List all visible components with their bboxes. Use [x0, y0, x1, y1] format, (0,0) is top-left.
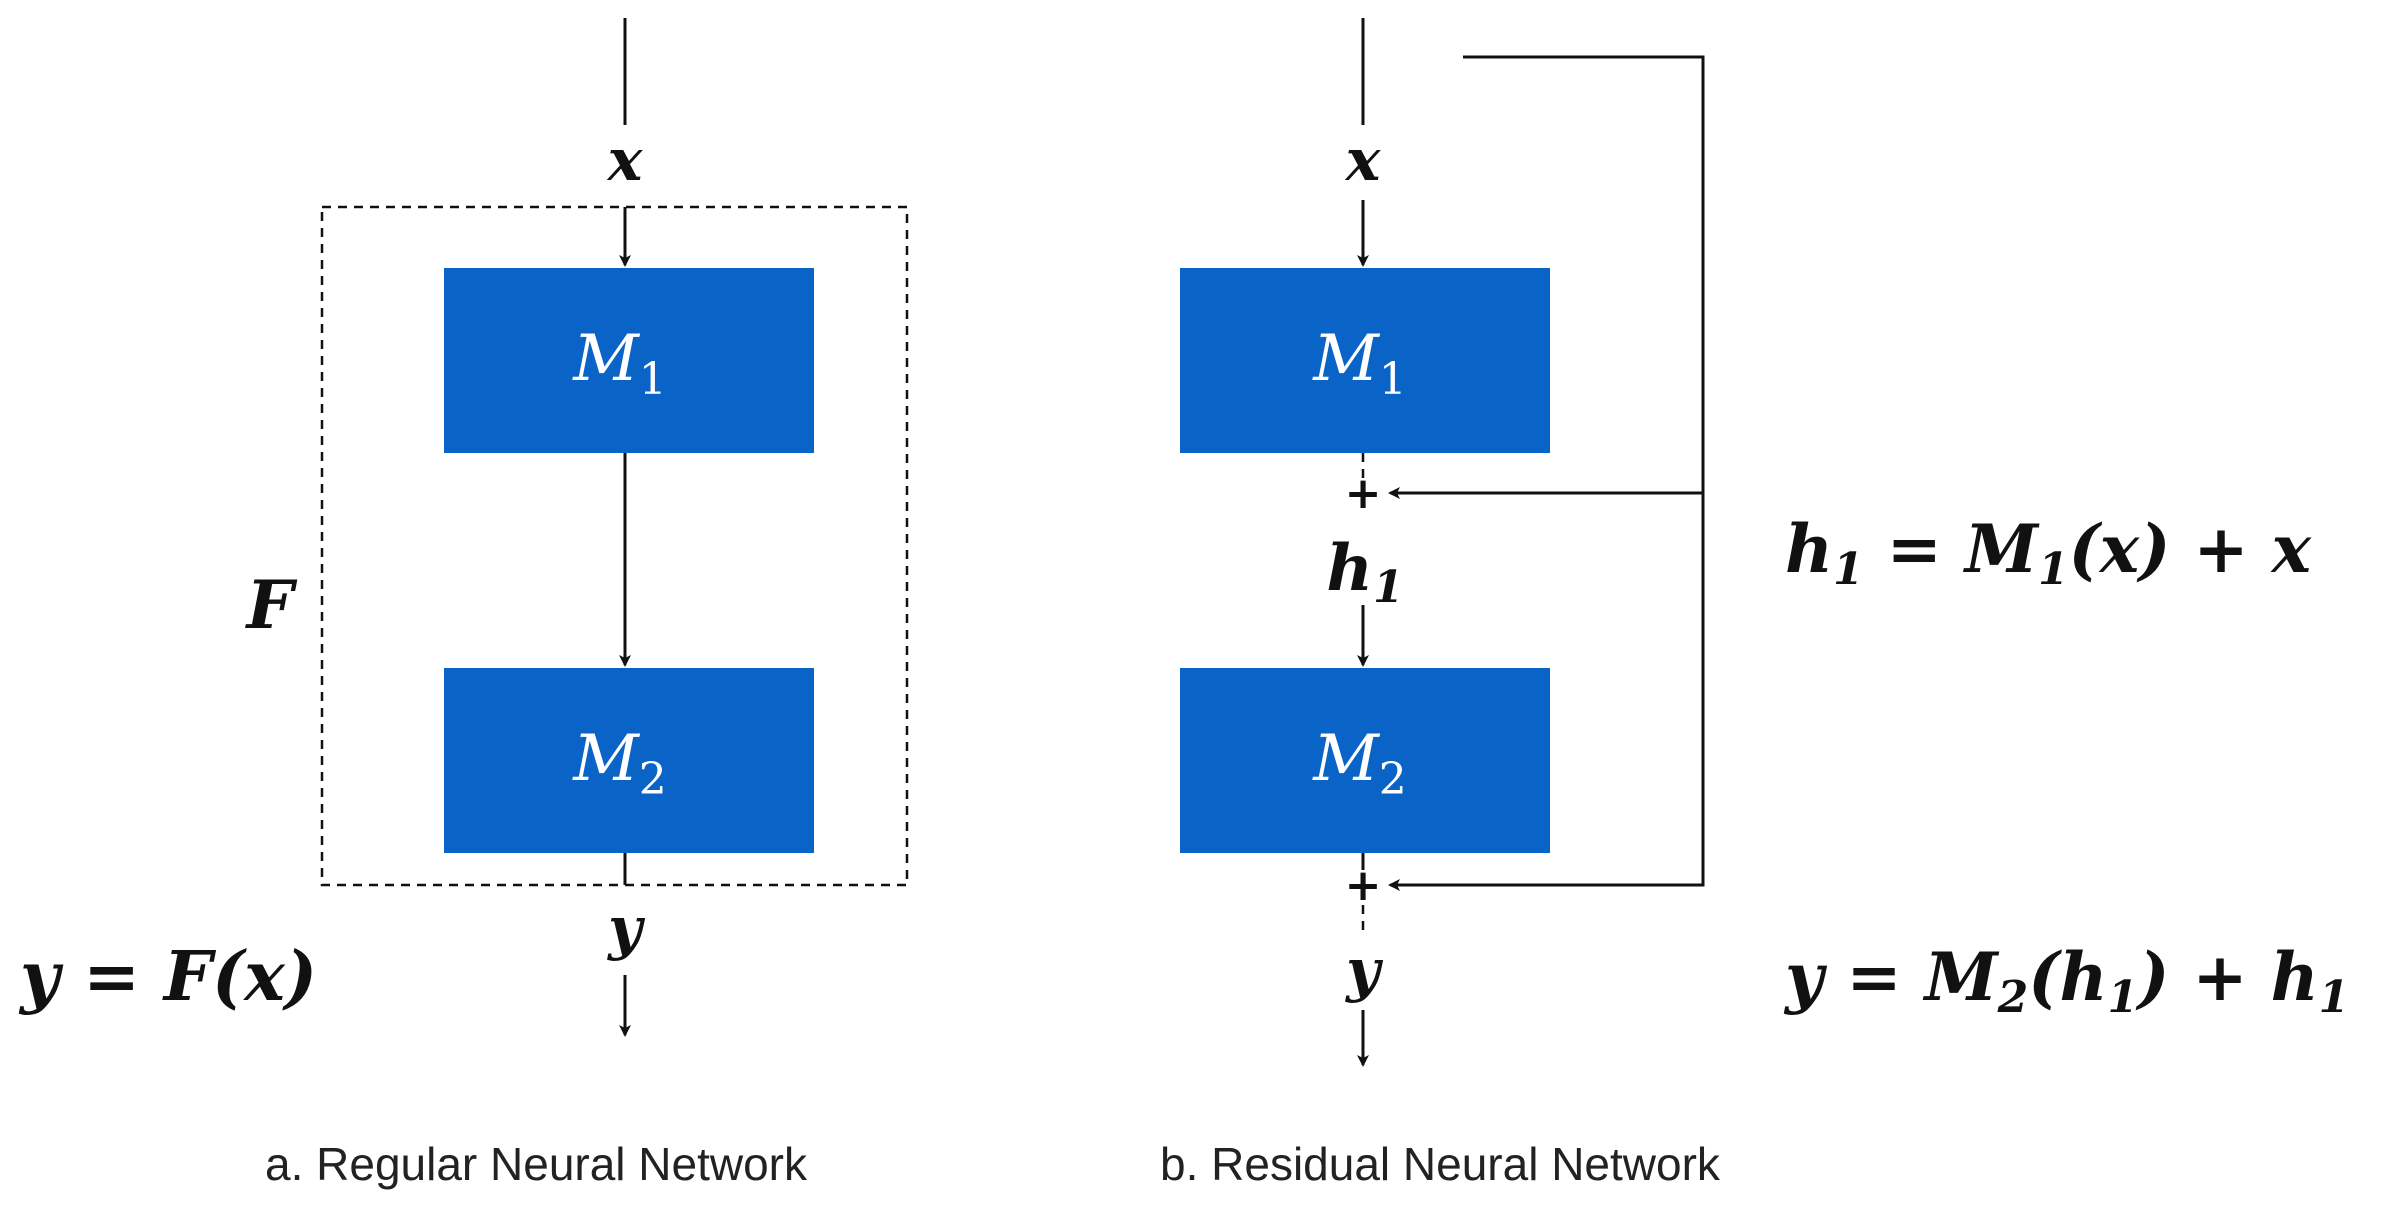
regular-output-label: y [606, 894, 646, 962]
residual-m1-base: M [1312, 322, 1380, 396]
residual-block-m2-label: M2 [1312, 722, 1407, 805]
eq1-b: = M [1864, 510, 2040, 588]
regular-block-m2-label: M2 [572, 722, 667, 805]
eq2-b-sub: 1 [2108, 972, 2139, 1023]
regular-network: x F M1 M2 y y = F(x) a. Regular Neural N… [18, 18, 909, 1190]
eq2-a: y = M [1783, 938, 2000, 1016]
eq2-c: ) + h [2135, 938, 2318, 1016]
eq1-c: (x) + x [2069, 510, 2312, 588]
regular-block-m1 [444, 268, 814, 453]
residual-network: x M1 + h1 M2 + y h1 = M1(x) + x y = M2(h… [1160, 18, 2349, 1190]
regular-caption: a. Regular Neural Network [265, 1138, 808, 1190]
residual-equation-2: y = M2(h1) + h1 [1783, 938, 2349, 1023]
regular-function-wrapper [320, 205, 909, 887]
regular-equation: y = F(x) [18, 937, 317, 1017]
regular-block-m2 [444, 668, 814, 853]
regular-wrapper-label: F [245, 566, 298, 644]
residual-block-m2 [1180, 668, 1550, 853]
residual-hidden-label: h1 [1326, 531, 1403, 613]
residual-m2-sub: 2 [1379, 754, 1407, 805]
regular-m1-base: M [572, 322, 640, 396]
residual-plus-1: + [1345, 468, 1382, 519]
residual-block-m1 [1180, 268, 1550, 453]
residual-output-label: y [1344, 936, 1384, 1004]
residual-m1-sub: 1 [1379, 354, 1407, 405]
eq2-c-sub: 1 [2319, 972, 2350, 1023]
residual-skip-connection-2 [1388, 493, 1705, 891]
residual-m2-base: M [1312, 722, 1380, 796]
residual-input-label: x [1344, 126, 1382, 194]
residual-h1-sub: 1 [1373, 562, 1404, 613]
residual-caption: b. Residual Neural Network [1160, 1138, 1721, 1190]
eq1-a-sub: 1 [1833, 544, 1864, 595]
residual-h1-base: h [1326, 531, 1373, 606]
eq1-a: h [1785, 510, 1833, 588]
eq1-b-sub: 1 [2038, 544, 2069, 595]
regular-m1-sub: 1 [639, 354, 667, 405]
regular-m2-sub: 2 [639, 754, 667, 805]
regular-m2-base: M [572, 722, 640, 796]
regular-block-m1-label: M1 [572, 322, 667, 405]
residual-equation-1: h1 = M1(x) + x [1785, 510, 2312, 595]
regular-input-label: x [606, 126, 644, 194]
residual-skip-connection-1 [1388, 55, 1705, 499]
eq2-b: (h [2028, 938, 2107, 1016]
residual-block-m1-label: M1 [1312, 322, 1407, 405]
eq2-a-sub: 2 [1997, 972, 2029, 1023]
residual-plus-2: + [1345, 860, 1382, 911]
